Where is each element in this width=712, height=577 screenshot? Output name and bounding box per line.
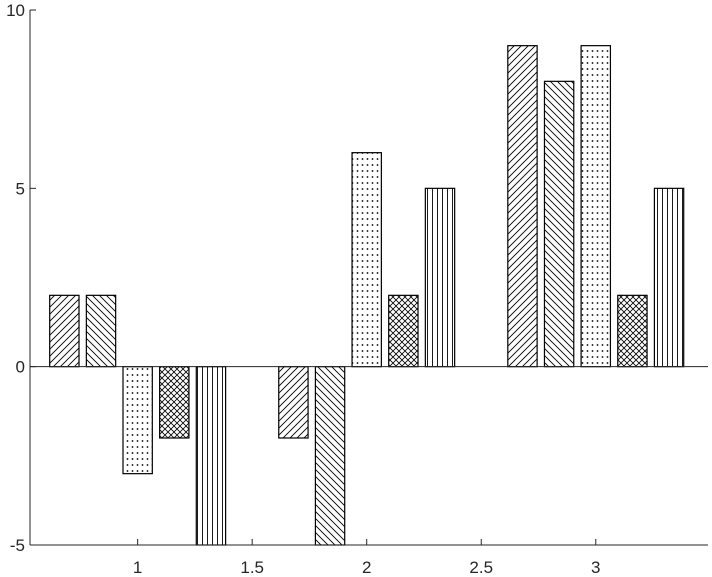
bar-dots-cat-3 [580,45,612,368]
bar-dots-cat-1 [122,366,153,475]
bar-diagonal-up-cat-2 [278,366,309,439]
bar-crosshatch-cat-2 [388,294,419,368]
y-tick-label: -5 [10,536,25,555]
y-tick-label: 10 [6,1,25,20]
x-tick-label: 2.5 [469,558,493,577]
axes-group: -5 0 5 10 1 1.5 2 2.5 3 [6,1,708,577]
bar-crosshatch-cat-1 [159,366,190,439]
bar-diagonal-down-cat-2 [314,366,346,546]
y-tick-label: 5 [16,179,25,198]
x-tick-label: 1 [133,558,142,577]
bar-vertical-cat-1 [195,366,227,546]
bar-dots-cat-2 [351,152,382,368]
bar-diagonal-up-cat-3 [507,45,538,368]
bar-diagonal-down-cat-3 [543,80,575,368]
bars-group [49,45,685,546]
x-tick-label: 1.5 [240,558,264,577]
x-tick-label: 2 [362,558,371,577]
x-tick-label: 3 [591,558,600,577]
bar-crosshatch-cat-3 [617,294,648,368]
bar-vertical-cat-3 [653,187,685,368]
bar-vertical-cat-2 [424,187,456,368]
y-tick-label: 0 [16,358,25,377]
bar-diagonal-down-cat-1 [85,294,117,368]
bar-diagonal-up-cat-1 [49,294,80,368]
